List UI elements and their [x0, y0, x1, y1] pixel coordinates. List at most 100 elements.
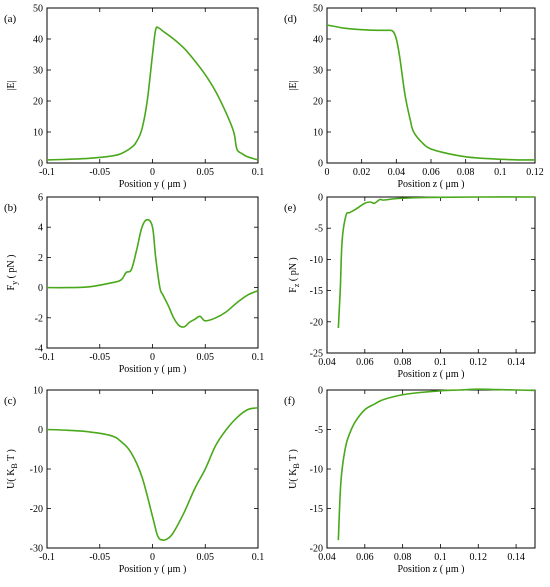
x-tick-label: 0: [150, 552, 155, 563]
x-tick-label: 0.06: [422, 167, 440, 178]
y-tick-label: -5: [315, 425, 323, 436]
y-axis-label-sub: z: [292, 283, 301, 287]
panel-label: (a): [4, 13, 17, 25]
x-tick-label: 0.06: [356, 357, 374, 368]
series-line: [46, 406, 259, 541]
y-axis-label-sub: B: [292, 463, 301, 468]
x-tick-label: -0.05: [89, 552, 110, 563]
x-tick-label: 0.1: [494, 167, 507, 178]
y-axis-label-main: F: [288, 287, 299, 293]
y-tick-label: -10: [30, 465, 43, 476]
axes-box: [326, 389, 536, 549]
panel-label: (c): [4, 395, 17, 407]
y-axis-label-sub: B: [10, 463, 19, 468]
panel-label: (d): [284, 13, 297, 25]
y-tick-label: -15: [310, 286, 323, 297]
x-tick-label: 0.1: [252, 352, 265, 363]
x-axis-label: Position y ( μm ): [119, 564, 187, 575]
x-tick-label: -0.05: [89, 352, 110, 363]
y-tick-label: 10: [313, 128, 323, 139]
panel-label: (b): [4, 202, 17, 214]
y-tick-label: 6: [38, 193, 43, 204]
y-tick-label: -20: [310, 317, 323, 328]
x-axis-label: Position z ( μm ): [397, 179, 464, 190]
y-tick-label: -20: [310, 544, 323, 555]
y-tick-label: 50: [313, 4, 323, 15]
x-axis-label: Position z ( μm ): [397, 564, 464, 575]
y-tick-label: 20: [313, 97, 323, 108]
y-tick-label: -15: [310, 504, 323, 515]
y-tick-label: 4: [38, 223, 43, 234]
x-tick-label: 0.14: [507, 552, 525, 563]
y-tick-label: -4: [35, 344, 43, 355]
y-tick-label: 30: [313, 66, 323, 77]
y-axis-label: Fy ( pN ): [6, 255, 19, 291]
panel-label: (f): [284, 395, 295, 407]
panel-c: -0.1 -0.05 0 0.05 0.1 -30 -20 -10 0 10 Position y …: [4, 386, 264, 576]
y-tick-label: 30: [33, 66, 43, 77]
y-tick-label: -10: [310, 255, 323, 266]
y-axis-label: U( KB T ): [288, 449, 301, 489]
y-tick-label: 0: [318, 386, 323, 397]
y-axis-label-main: U( K: [6, 468, 17, 489]
y-tick-label: -25: [310, 349, 323, 360]
y-tick-label: 40: [313, 35, 323, 46]
y-tick-label: -2: [35, 313, 43, 324]
y-tick-label: 40: [33, 35, 43, 46]
x-tick-label: 0.1: [252, 167, 265, 178]
x-axis-label: Position y ( μm ): [119, 179, 187, 190]
x-tick-label: 0.08: [457, 167, 475, 178]
series-line: [46, 26, 259, 161]
y-tick-label: -30: [30, 544, 43, 555]
axes-box: [46, 196, 259, 349]
x-tick-label: 0.02: [353, 167, 371, 178]
panel-label: (e): [284, 202, 297, 214]
x-tick-label: 0.04: [318, 552, 336, 563]
panel-d: 0 0.02 0.04 0.06 0.08 0.1 0.12 0 10 20 30 40 50 Posit…: [284, 4, 544, 191]
x-tick-label: 0.08: [394, 357, 412, 368]
x-tick-label: 0.08: [394, 552, 412, 563]
y-axis-label-main: U( K: [288, 468, 299, 489]
y-tick-label: -20: [30, 504, 43, 515]
y-axis-label-sub: y: [10, 281, 19, 285]
y-tick-label: -10: [310, 465, 323, 476]
y-axis-label: |E|: [6, 80, 17, 90]
series-line: [337, 196, 536, 329]
y-tick-label: 0: [318, 159, 323, 170]
series-line: [337, 388, 536, 541]
panel-b: -0.1 -0.05 0 0.05 0.1 -4 -2 0 2 4 6 Position y ( μm…: [4, 193, 264, 376]
x-tick-label: -0.05: [89, 167, 110, 178]
y-axis-label-rest: ( pN ): [288, 257, 299, 283]
y-axis-label: Fz ( pN ): [288, 257, 301, 293]
x-tick-label: 0.1: [252, 552, 265, 563]
axes-box: [46, 389, 259, 549]
panel-e: 0.04 0.06 0.08 0.1 0.12 0.14 -25 -20 -15 -10 -5 0 Po…: [284, 193, 536, 380]
x-tick-label: 0: [150, 167, 155, 178]
x-tick-label: 0: [325, 167, 330, 178]
series-line: [46, 218, 259, 328]
y-axis-label-main: F: [6, 284, 17, 290]
x-tick-label: 0: [150, 352, 155, 363]
x-tick-label: 0.12: [470, 552, 488, 563]
y-tick-label: 20: [33, 97, 43, 108]
x-tick-label: 0.06: [356, 552, 374, 563]
x-axis-label: Position z ( μm ): [397, 369, 464, 380]
y-axis-label: |E|: [288, 80, 299, 90]
y-axis-label-rest: ( pN ): [6, 255, 17, 281]
x-tick-label: 0.1: [434, 552, 447, 563]
x-tick-label: 0.12: [526, 167, 544, 178]
y-tick-label: 0: [318, 193, 323, 204]
x-axis-label: Position y ( μm ): [119, 364, 187, 375]
series-line: [326, 24, 536, 161]
axes-box: [326, 7, 536, 164]
y-tick-label: 10: [33, 128, 43, 139]
y-tick-label: 10: [33, 386, 43, 397]
y-tick-label: 0: [38, 159, 43, 170]
y-tick-label: 0: [38, 425, 43, 436]
y-axis-label-rest: T ): [6, 449, 17, 463]
x-tick-label: 0.04: [318, 357, 336, 368]
y-axis-label: U( KB T ): [6, 449, 19, 489]
x-tick-label: 0.1: [434, 357, 447, 368]
y-tick-label: 50: [33, 4, 43, 15]
